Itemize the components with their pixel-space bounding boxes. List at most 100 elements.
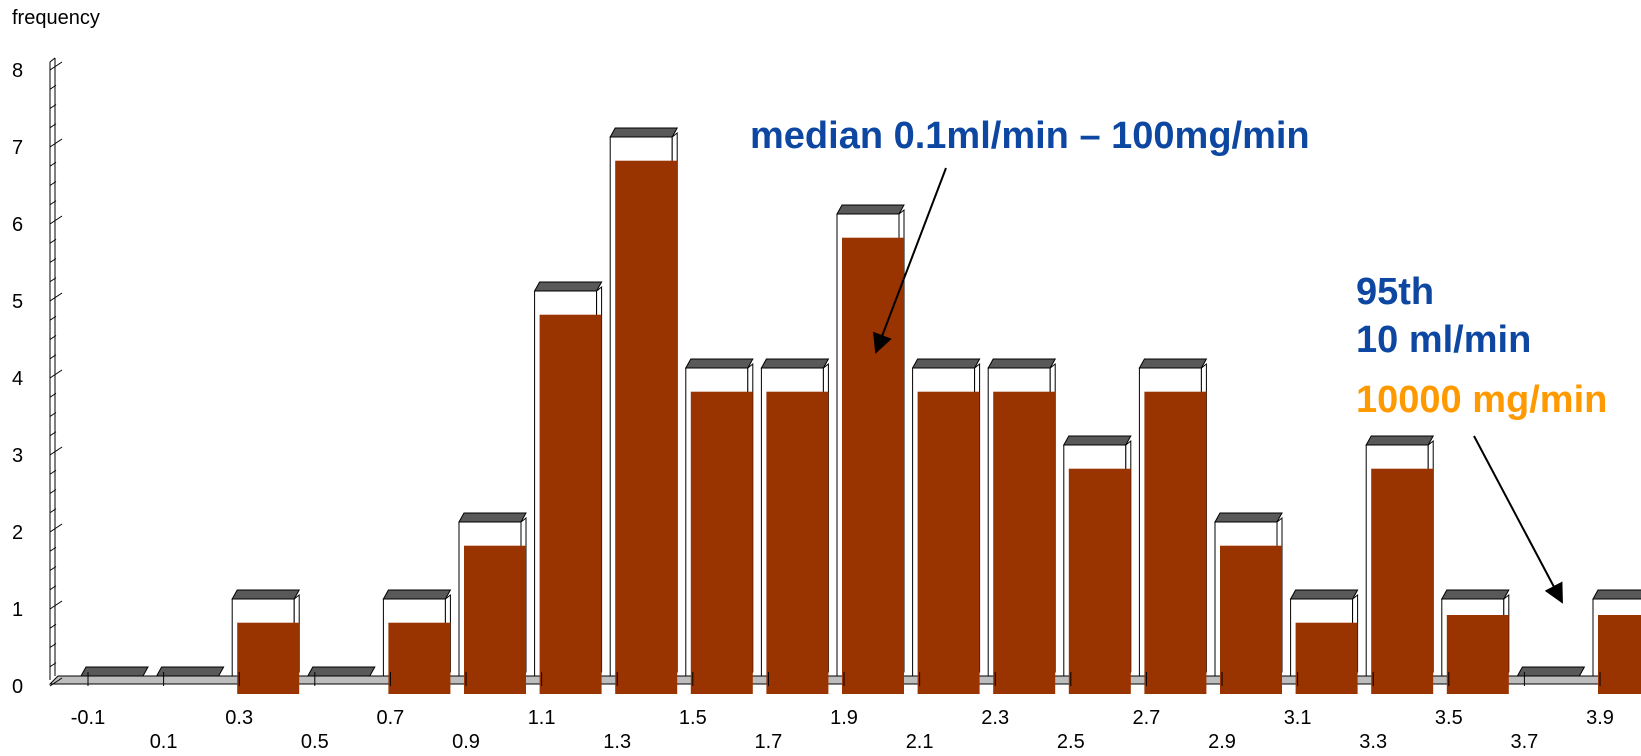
bar-cap: [155, 666, 225, 677]
y-minor-tick: [49, 431, 57, 437]
filled-bar: [1446, 615, 1509, 694]
bar-cap: [1592, 589, 1641, 600]
bar-cap: [1214, 512, 1283, 523]
axis: [49, 57, 56, 680]
x-tick-label: 1.9: [830, 707, 858, 729]
x-tick-label: 0.1: [150, 731, 178, 753]
x-tick-label: 3.7: [1510, 731, 1538, 753]
x-tick-label: 2.7: [1132, 707, 1160, 729]
filled-bar: [1295, 622, 1358, 694]
y-minor-tick: [49, 469, 57, 475]
y-minor-tick: [49, 277, 57, 283]
x-tick-label: 2.3: [981, 707, 1009, 729]
x-tick-label: 3.3: [1359, 731, 1387, 753]
x-tick-label: 1.5: [679, 707, 707, 729]
y-axis-top-cap: [49, 57, 56, 63]
y-minor-tick: [49, 392, 57, 398]
filled-bar: [1598, 615, 1641, 694]
p95-label: 95th: [1356, 271, 1434, 313]
x-tick-label: 0.5: [301, 731, 329, 753]
y-minor-tick: [49, 258, 57, 263]
bar-cap: [987, 358, 1057, 369]
bar-cap: [1289, 589, 1359, 600]
bar-cap: [458, 512, 527, 523]
x-tick-label: -0.1: [71, 707, 105, 729]
filled-bar: [917, 391, 980, 694]
y-tick-label: 3: [12, 445, 23, 467]
y-tick-label: 5: [12, 291, 23, 313]
filled-bar: [464, 545, 526, 694]
y-tick-mark: [49, 523, 63, 533]
y-minor-tick: [49, 489, 57, 494]
x-tick-label: 3.5: [1435, 707, 1463, 729]
x-tick-label: 1.1: [528, 707, 556, 729]
bar-cap: [533, 281, 603, 292]
filled-bar: [615, 160, 678, 694]
y-minor-tick: [49, 585, 57, 591]
bar-cap: [231, 589, 301, 600]
filled-bar: [1068, 468, 1131, 694]
y-minor-tick: [49, 662, 57, 668]
filled-bar: [1371, 468, 1434, 694]
filled-bar: [993, 391, 1056, 694]
bar-cap: [1440, 589, 1510, 600]
y-axis-label: frequency: [12, 7, 100, 29]
x-tick-labels: -0.1 0.1 0.3 0.5 0.7 0.9 1.1 1.3 1.5 1.7 1.9 2.1 2.3…: [71, 707, 1614, 753]
p95-arrow: [1473, 435, 1563, 604]
x-tick-label: 1.3: [603, 731, 631, 753]
y-minor-tick: [49, 354, 57, 360]
filled-bar: [690, 391, 753, 694]
bar-cap: [382, 589, 452, 600]
y-tick-mark: [49, 369, 63, 379]
p95-mg-label: 10000 mg/min: [1356, 379, 1607, 421]
y-minor-tick: [49, 508, 57, 514]
y-minor-tick: [49, 623, 57, 629]
y-minor-tick: [49, 123, 57, 129]
y-minor-tick: [49, 566, 57, 571]
y-minor-tick: [49, 181, 57, 186]
bar-cap: [80, 666, 149, 677]
y-tick-label: 0: [12, 676, 23, 698]
x-tick-label: 1.7: [754, 731, 782, 753]
filled-bar: [1144, 391, 1207, 694]
x-tick-label: 3.9: [1586, 707, 1614, 729]
y-minor-tick: [49, 315, 57, 321]
y-tick-label: 6: [12, 214, 23, 236]
x-tick-label: 0.7: [376, 707, 404, 729]
y-minor-tick: [49, 104, 57, 109]
x-tick-label: 2.1: [906, 731, 934, 753]
y-tick-label: 2: [12, 522, 23, 544]
filled-bar: [1220, 545, 1282, 694]
median-arrow: [873, 167, 947, 354]
x-tick-label: 0.3: [225, 707, 253, 729]
y-minor-tick: [49, 161, 57, 167]
median-annotation: median 0.1ml/min – 100mg/min: [750, 115, 1310, 157]
y-minor-tick: [49, 412, 57, 417]
x-tick-label: 2.9: [1208, 731, 1236, 753]
bar-cap: [609, 127, 679, 138]
filled-bar: [388, 622, 451, 694]
x-tick-label: 0.9: [452, 731, 480, 753]
y-tick-mark: [49, 61, 63, 71]
y-minor-tick: [49, 238, 57, 244]
p95-ml-label: 10 ml/min: [1356, 319, 1531, 361]
y-tick-label: 8: [12, 60, 23, 82]
bar-cap: [1516, 666, 1586, 677]
y-tick-mark: [49, 138, 63, 148]
bar-cap: [1062, 435, 1132, 446]
y-tick-label: 4: [12, 368, 23, 390]
y-tick-label: 7: [12, 137, 23, 159]
filled-bar: [842, 237, 904, 694]
y-minor-tick: [49, 643, 57, 648]
bar-cap: [684, 358, 754, 369]
filled-bar: [766, 391, 829, 694]
y-tick-mark: [49, 677, 63, 687]
y-minor-tick: [49, 84, 57, 90]
y-tick-label: 1: [12, 599, 23, 621]
bar-cap: [1138, 358, 1208, 369]
x-tick-label: 3.1: [1284, 707, 1312, 729]
y-minor-tick: [49, 200, 57, 206]
bars: [80, 127, 1641, 694]
filled-bar: [237, 622, 300, 694]
